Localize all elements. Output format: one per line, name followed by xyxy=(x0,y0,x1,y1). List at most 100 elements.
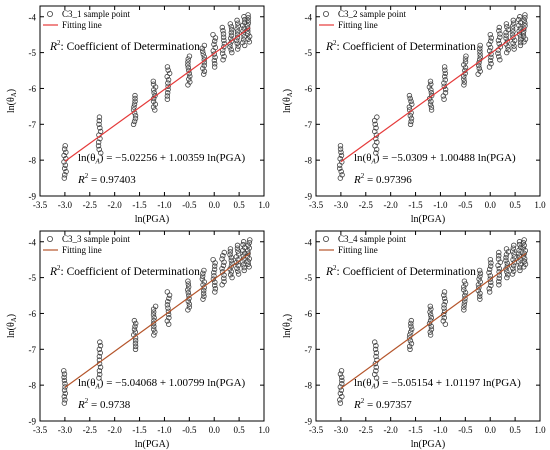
sample-point xyxy=(199,48,206,54)
sample-point xyxy=(63,149,69,155)
sample-point xyxy=(510,40,516,46)
sample-point xyxy=(503,257,509,264)
sample-point xyxy=(228,257,234,264)
x-tick-label: -3.0 xyxy=(58,425,73,435)
sample-point xyxy=(151,309,157,315)
x-tick-label: -2.0 xyxy=(384,200,399,210)
sample-point xyxy=(151,87,157,93)
legend-fitting-label: Fitting line xyxy=(62,245,102,255)
sample-point xyxy=(496,275,502,282)
sample-point xyxy=(477,273,483,279)
sample-point xyxy=(234,26,240,32)
sample-point xyxy=(373,343,379,349)
plot-frame xyxy=(39,5,265,197)
y-tick-label: -7 xyxy=(29,120,37,130)
sample-point xyxy=(429,92,435,99)
sample-point xyxy=(442,67,448,73)
sample-point xyxy=(461,301,468,307)
sample-point xyxy=(406,92,413,99)
sample-point xyxy=(246,245,253,251)
sample-point xyxy=(221,278,227,285)
sample-point xyxy=(442,86,449,93)
sample-point xyxy=(220,31,227,37)
sample-point xyxy=(233,259,240,266)
sample-point xyxy=(407,121,414,128)
sample-point xyxy=(426,84,433,90)
sample-point xyxy=(477,42,483,49)
x-tick-label: 1.0 xyxy=(258,425,270,435)
x-tick-label: -2.0 xyxy=(384,425,399,435)
sample-point xyxy=(476,65,482,72)
sample-point xyxy=(461,82,467,88)
sample-point xyxy=(510,29,516,35)
sample-point xyxy=(211,266,218,273)
sample-point xyxy=(516,247,522,254)
sample-point xyxy=(487,31,493,38)
sample-point xyxy=(441,289,448,295)
sample-point xyxy=(339,374,345,380)
sample-point xyxy=(185,298,191,304)
sample-point xyxy=(461,62,467,68)
y-tick-label: -7 xyxy=(305,120,313,130)
sample-point xyxy=(186,304,193,310)
sample-point xyxy=(427,332,434,338)
sample-point xyxy=(63,168,69,175)
sample-point xyxy=(61,377,68,384)
x-tick-label: -2.5 xyxy=(83,425,98,435)
sample-point xyxy=(372,121,378,128)
sample-point xyxy=(496,282,502,288)
sample-point xyxy=(372,346,379,353)
sample-point xyxy=(339,172,345,178)
sample-point xyxy=(497,34,503,40)
r2-value: R2 = 0.9738 xyxy=(77,397,131,411)
sample-point xyxy=(61,146,68,152)
sample-point xyxy=(185,284,192,290)
sample-point xyxy=(200,270,206,277)
sample-point xyxy=(212,282,218,289)
sample-point xyxy=(150,104,157,110)
sample-point xyxy=(234,242,241,249)
sample-point xyxy=(246,33,253,40)
sample-point xyxy=(517,267,523,274)
sample-point xyxy=(245,14,252,21)
equation-subscript: A xyxy=(371,158,377,166)
sample-point xyxy=(510,34,516,41)
y-tick-label: -5 xyxy=(29,48,37,58)
regression-equation: ln(θA) = −5.0309 + 1.00488 ln(PGA) xyxy=(354,152,516,166)
sample-point xyxy=(510,256,516,263)
x-tick-label: -2.0 xyxy=(108,425,123,435)
sample-point xyxy=(221,53,227,60)
sample-point xyxy=(427,309,433,315)
equation-lhs: ln(θ xyxy=(354,377,372,389)
sample-point xyxy=(487,57,494,64)
sample-point xyxy=(132,95,138,102)
sample-point xyxy=(517,34,524,40)
sample-point xyxy=(477,270,484,277)
r2-superscript: 2 xyxy=(57,39,61,47)
sample-point xyxy=(518,39,524,46)
sample-point xyxy=(488,35,494,41)
sample-point xyxy=(151,326,157,332)
sample-point xyxy=(221,44,227,50)
sample-point xyxy=(200,51,206,57)
y-axis-label-close: ) xyxy=(6,89,17,92)
sample-point xyxy=(408,98,414,105)
y-tick-label: -9 xyxy=(29,192,37,202)
sample-point xyxy=(408,323,414,330)
sample-point xyxy=(219,265,225,272)
sample-point xyxy=(515,250,522,256)
sample-point xyxy=(61,393,67,400)
r2-definition-note: R2: Coefficient of Determination xyxy=(325,39,476,53)
sample-point xyxy=(245,31,251,37)
sample-point xyxy=(234,40,240,46)
fitting-line xyxy=(340,252,527,389)
sample-point xyxy=(510,17,516,24)
sample-point xyxy=(186,76,192,82)
sample-point xyxy=(476,293,483,299)
sample-point xyxy=(132,346,139,353)
sample-point xyxy=(245,20,252,26)
sample-point xyxy=(227,246,234,252)
sample-point xyxy=(241,25,247,31)
sample-point xyxy=(517,25,524,31)
